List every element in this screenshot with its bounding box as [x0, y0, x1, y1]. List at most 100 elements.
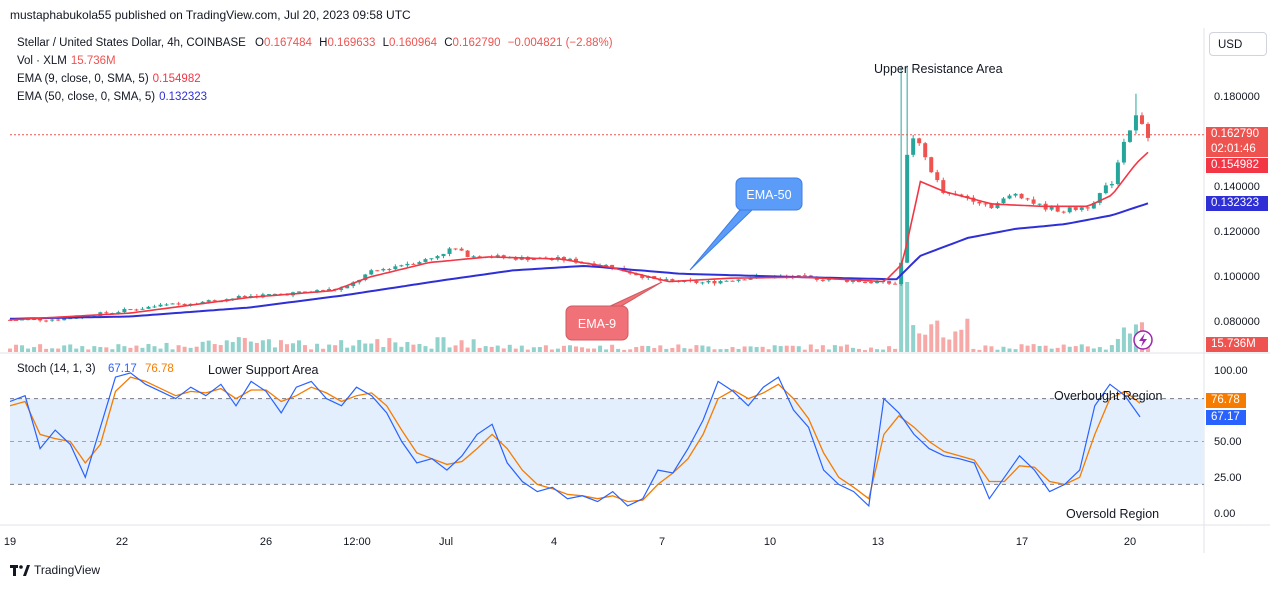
candle-body: [923, 143, 928, 158]
candle-body: [875, 281, 880, 284]
volume-bar: [32, 347, 37, 352]
volume-bar: [935, 320, 940, 352]
volume-bar: [929, 324, 934, 352]
change-value: −0.004821 (−2.88%): [507, 37, 613, 49]
volume-bar: [224, 340, 229, 352]
volume-bar: [194, 346, 199, 352]
lightning-icon[interactable]: [1133, 330, 1153, 350]
candle-body: [1013, 193, 1018, 196]
volume-bar: [8, 348, 12, 352]
volume-bar: [856, 348, 861, 352]
candle-body: [869, 282, 874, 284]
candle-body: [164, 304, 169, 306]
volume-bar: [254, 342, 259, 352]
candle-body: [459, 248, 464, 251]
candle-body: [1073, 207, 1078, 210]
candle-body: [1019, 193, 1024, 199]
volume-bar: [531, 347, 536, 352]
volume-bar: [525, 349, 530, 352]
publisher-line: mustaphabukola55 published on TradingVie…: [10, 8, 411, 22]
candle-body: [14, 319, 19, 321]
volume-bar: [754, 346, 759, 352]
stoch-d-tag: 76.78: [1206, 393, 1246, 408]
volume-bar: [941, 337, 946, 352]
candle-body: [315, 290, 320, 292]
volume-bar: [573, 346, 578, 352]
volume-bar: [796, 346, 801, 352]
ema9-callout: EMA-9: [565, 281, 663, 341]
volume-bar: [748, 346, 753, 352]
candle-body: [561, 257, 566, 261]
stoch-tick-label: 25.00: [1214, 472, 1242, 484]
volume-bar: [688, 348, 693, 352]
stoch-k-value: 67.17: [108, 363, 137, 375]
volume-bar: [610, 344, 615, 352]
candle-body: [567, 258, 572, 261]
candle-body: [321, 290, 326, 292]
time-tick-label: 12:00: [343, 536, 371, 548]
candle-body: [905, 154, 910, 263]
candle-body: [339, 288, 344, 290]
lower-support-annotation: Lower Support Area: [208, 363, 319, 377]
volume-bar: [248, 341, 253, 352]
candle-body: [435, 256, 440, 259]
overbought-annotation: Overbought Region: [1054, 389, 1162, 403]
volume-bar: [116, 344, 121, 352]
candle-body: [1031, 199, 1036, 204]
candle-body: [116, 312, 121, 314]
volume-bar: [1013, 349, 1018, 352]
candle-body: [363, 274, 368, 281]
volume-bar: [917, 333, 922, 352]
volume-bar: [357, 339, 362, 352]
candle-body: [730, 280, 735, 282]
volume-bar: [604, 349, 609, 352]
volume-bar: [1103, 349, 1108, 352]
candle-body: [700, 282, 705, 284]
volume-bar: [381, 346, 386, 352]
volume-bar: [110, 349, 115, 352]
open-value: 0.167484: [263, 37, 312, 49]
volume-bar: [206, 340, 211, 352]
candle-body: [1037, 203, 1042, 205]
volume-bar: [778, 346, 783, 352]
volume-bar: [104, 347, 109, 352]
volume-bar: [50, 348, 55, 352]
candle-body: [495, 255, 500, 258]
candle-body: [1133, 115, 1138, 131]
volume-bar: [399, 346, 404, 352]
candle-body: [736, 279, 741, 281]
volume-bar: [784, 345, 789, 352]
candle-body: [989, 203, 994, 209]
candle-body: [62, 318, 67, 321]
volume-bar: [1049, 348, 1054, 352]
volume-bar: [1121, 327, 1126, 352]
volume-bar: [14, 344, 19, 352]
candle-body: [1139, 115, 1144, 124]
volume-bar: [447, 347, 452, 352]
time-tick-label: 22: [116, 536, 128, 548]
candle-body: [820, 279, 825, 281]
volume-bar: [682, 348, 687, 352]
volume-tag: 15.736M: [1206, 337, 1268, 352]
candle-body: [856, 280, 861, 283]
volume-bar: [814, 349, 819, 352]
ema50-price-tag: 0.132323: [1206, 196, 1268, 211]
candle-body: [995, 203, 1000, 209]
volume-bar: [664, 348, 669, 352]
currency-button[interactable]: USD: [1209, 32, 1267, 56]
candle-body: [748, 278, 753, 280]
candle-body: [1121, 141, 1126, 163]
ema50-line: [9, 202, 1149, 320]
candle-body: [1146, 123, 1150, 138]
high-label: H: [319, 37, 328, 49]
volume-bar: [881, 349, 886, 352]
volume-bar: [869, 347, 874, 352]
candle-body: [447, 248, 452, 254]
volume-bar: [850, 347, 855, 352]
volume-bar: [1067, 346, 1072, 352]
candle-body: [610, 264, 615, 269]
candle-body: [441, 253, 446, 257]
candle-body: [1085, 207, 1090, 209]
volume-bar: [820, 345, 825, 352]
